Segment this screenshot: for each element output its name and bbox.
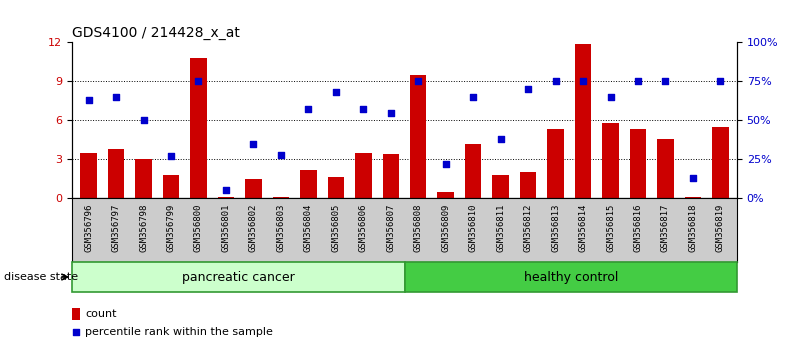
Text: GSM356806: GSM356806	[359, 203, 368, 252]
Point	[275, 152, 288, 158]
Bar	[80, 153, 97, 198]
Point	[577, 79, 590, 84]
Text: GSM356807: GSM356807	[386, 203, 395, 252]
Bar	[108, 149, 124, 198]
Point	[659, 79, 672, 84]
Text: GSM356808: GSM356808	[414, 203, 423, 252]
Point	[467, 94, 480, 100]
Bar	[712, 127, 729, 198]
Text: GSM356796: GSM356796	[84, 203, 93, 252]
Bar	[272, 197, 289, 198]
Text: GSM356818: GSM356818	[689, 203, 698, 252]
Bar	[218, 197, 234, 198]
Point	[247, 141, 260, 147]
Bar	[602, 123, 619, 198]
Bar	[493, 175, 509, 198]
Text: GSM356799: GSM356799	[167, 203, 175, 252]
Bar	[135, 159, 151, 198]
Bar	[72, 308, 80, 320]
Text: percentile rank within the sample: percentile rank within the sample	[85, 327, 273, 337]
Text: GSM356814: GSM356814	[578, 203, 588, 252]
Bar	[685, 197, 701, 198]
Point	[714, 79, 727, 84]
Text: GSM356804: GSM356804	[304, 203, 313, 252]
Point	[521, 86, 534, 92]
Point	[439, 161, 452, 167]
Text: GSM356812: GSM356812	[524, 203, 533, 252]
Text: GSM356817: GSM356817	[661, 203, 670, 252]
Point	[494, 136, 507, 142]
Point	[604, 94, 617, 100]
Point	[302, 107, 315, 112]
Bar	[630, 130, 646, 198]
Point	[83, 97, 95, 103]
Text: healthy control: healthy control	[524, 270, 618, 284]
Point	[329, 90, 342, 95]
Text: GSM356802: GSM356802	[249, 203, 258, 252]
Bar	[328, 177, 344, 198]
Point	[192, 79, 205, 84]
Bar	[575, 44, 591, 198]
Bar	[300, 170, 316, 198]
Text: pancreatic cancer: pancreatic cancer	[182, 270, 295, 284]
Point	[384, 110, 397, 115]
Text: GSM356809: GSM356809	[441, 203, 450, 252]
Bar	[658, 138, 674, 198]
Point	[549, 79, 562, 84]
Point	[357, 107, 370, 112]
Text: GSM356800: GSM356800	[194, 203, 203, 252]
Point	[412, 79, 425, 84]
Point	[110, 94, 123, 100]
Bar	[72, 262, 405, 292]
Text: GSM356797: GSM356797	[111, 203, 120, 252]
Text: GSM356815: GSM356815	[606, 203, 615, 252]
Point	[164, 153, 177, 159]
Bar	[355, 153, 372, 198]
Bar	[520, 172, 537, 198]
Text: GSM356813: GSM356813	[551, 203, 560, 252]
Text: GSM356819: GSM356819	[716, 203, 725, 252]
Text: GSM356803: GSM356803	[276, 203, 285, 252]
Bar	[383, 154, 399, 198]
Bar	[547, 130, 564, 198]
Point	[137, 118, 150, 123]
Point	[686, 175, 699, 181]
Text: disease state: disease state	[4, 272, 78, 282]
Text: GSM356798: GSM356798	[139, 203, 148, 252]
Text: count: count	[85, 309, 116, 319]
Text: GSM356816: GSM356816	[634, 203, 642, 252]
Bar	[190, 58, 207, 198]
Bar	[410, 75, 426, 198]
Bar	[437, 192, 454, 198]
Point	[632, 79, 645, 84]
Text: GDS4100 / 214428_x_at: GDS4100 / 214428_x_at	[72, 26, 240, 40]
Text: GSM356805: GSM356805	[332, 203, 340, 252]
Bar	[245, 179, 262, 198]
Point	[261, 249, 274, 254]
Bar	[465, 144, 481, 198]
Point	[219, 188, 232, 193]
Text: GSM356811: GSM356811	[496, 203, 505, 252]
Bar	[163, 175, 179, 198]
Bar	[405, 262, 737, 292]
Text: GSM356810: GSM356810	[469, 203, 477, 252]
Text: GSM356801: GSM356801	[221, 203, 231, 252]
